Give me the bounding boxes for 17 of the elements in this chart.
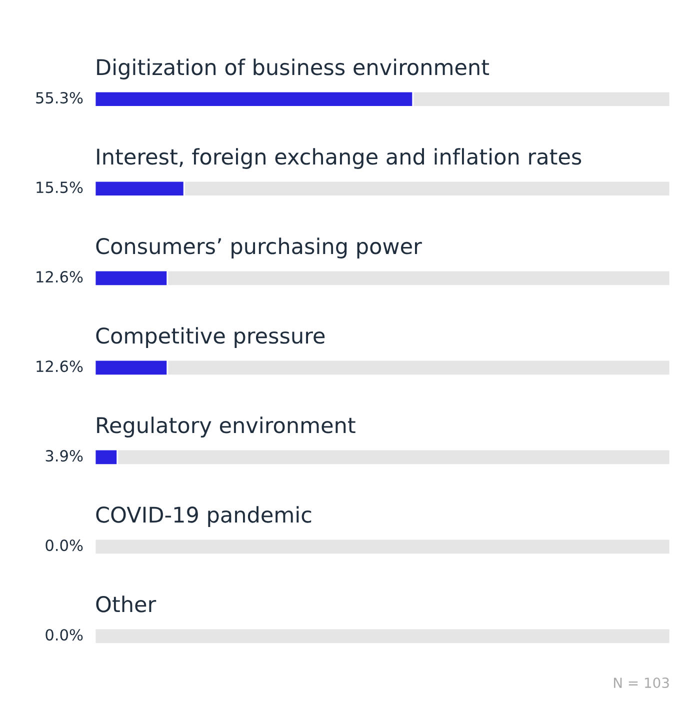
- data-label: 12.6%: [36, 271, 83, 283]
- bar: [95, 628, 670, 644]
- data-label: 0.0%: [46, 540, 83, 552]
- y-tick-label: Digitization of business environment: [97, 58, 490, 80]
- text: N = 103: [614, 678, 669, 688]
- data-label: 12.6%: [36, 360, 83, 372]
- data-label: 0.0%: [46, 629, 83, 641]
- y-tick-label: Other: [96, 596, 156, 612]
- y-tick-label: Regulatory environment: [97, 416, 356, 438]
- y-tick-label: Interest, foreign exchange and inflation rates: [97, 148, 582, 169]
- y-tick-label: Consumers’ purchasing power: [96, 238, 422, 258]
- data-label: 15.5%: [36, 182, 83, 194]
- data-label: 55.3%: [36, 92, 83, 104]
- y-tick-label: COVID-19 pandemic: [96, 506, 312, 527]
- bar: [95, 538, 670, 555]
- y-tick-label: Competitive pressure: [96, 327, 325, 348]
- data-label: 3.9%: [46, 450, 83, 462]
